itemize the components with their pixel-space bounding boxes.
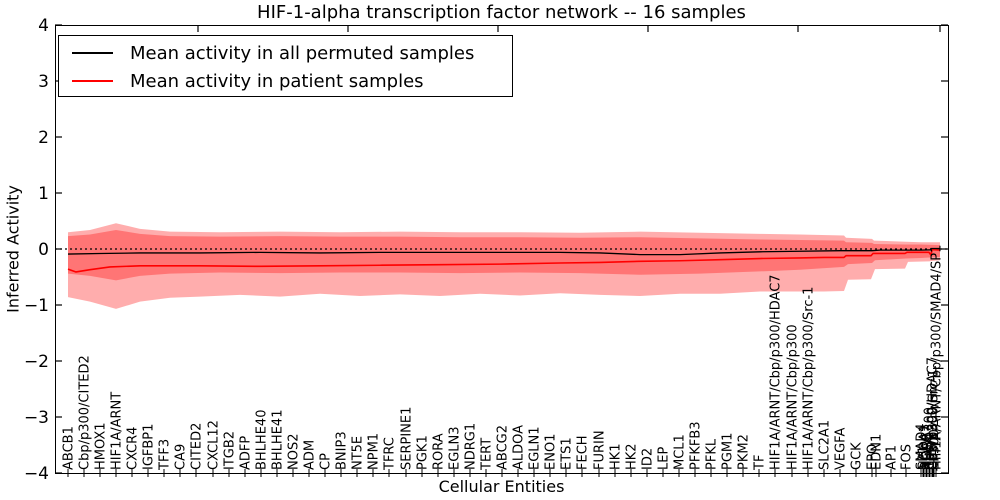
x-tick-label: EGLN1 bbox=[528, 426, 543, 470]
y-tick-label: 1 bbox=[38, 184, 49, 204]
x-tick-label: PGM1 bbox=[721, 433, 736, 470]
x-tick-label: LEP bbox=[657, 447, 672, 470]
x-tick-label: CP bbox=[319, 453, 334, 470]
x-tick-label: ALDOA bbox=[512, 425, 527, 470]
x-tick-label: EP300 bbox=[928, 429, 943, 470]
x-tick-label: IGFBP1 bbox=[142, 424, 157, 470]
legend: Mean activity in all permuted samples Me… bbox=[58, 35, 513, 97]
x-tick-label: Cbp/p300 bbox=[923, 407, 938, 470]
x-tick-label: TFRC bbox=[383, 437, 398, 471]
legend-line-sample-black bbox=[72, 52, 113, 54]
x-tick-label: NPM1 bbox=[367, 433, 382, 470]
y-tick-label: −1 bbox=[24, 296, 49, 316]
x-tick-label: NOS2 bbox=[287, 434, 302, 470]
x-tick-label: PGK1 bbox=[416, 435, 431, 470]
legend-line-sample-red bbox=[72, 80, 113, 82]
x-tick-label: ABCG2 bbox=[496, 425, 511, 470]
x-tick-label: GCK bbox=[850, 442, 865, 470]
x-tick-label: JUN bbox=[924, 447, 939, 471]
y-tick-label: 0 bbox=[38, 240, 49, 260]
x-tick-label: TERT bbox=[480, 438, 495, 471]
chart-title: HIF-1-alpha transcription factor network… bbox=[257, 2, 746, 23]
x-tick-label: EDN1 bbox=[870, 434, 885, 470]
x-tick-label: CXCR4 bbox=[126, 427, 141, 470]
patient-mean-line bbox=[67, 248, 941, 273]
x-tick-label: NDRG1 bbox=[464, 423, 479, 470]
x-tick-label: HK1 bbox=[609, 443, 624, 470]
x-tick-label: HIF1A/ARNT/Cbp/p300/Src-1 bbox=[802, 287, 817, 470]
y-tick-label: −3 bbox=[24, 408, 49, 428]
y-tick-label: 4 bbox=[38, 16, 49, 36]
x-axis-label: Cellular Entities bbox=[438, 477, 565, 496]
x-tick-label: EPO bbox=[866, 444, 881, 470]
x-tick-label: FECH bbox=[576, 435, 591, 470]
x-tick-label: PKM2 bbox=[737, 434, 752, 470]
x-tick-label: ITGB2 bbox=[223, 431, 238, 470]
x-tick-label: Cbp/p300/HDAC7 bbox=[926, 357, 941, 470]
x-tick-label: TFF3 bbox=[158, 439, 173, 471]
x-tick-label: HIF1A/ARNT/Cbp/p300/SMAD4/SP1 bbox=[930, 245, 945, 470]
x-tick-label: BHLHE40 bbox=[255, 410, 270, 470]
x-tick-label: HK2 bbox=[625, 443, 640, 470]
x-tick-label: ADM bbox=[303, 440, 318, 470]
legend-item-patient: Mean activity in patient samples bbox=[59, 67, 512, 95]
x-tick-label: NT5E bbox=[351, 436, 366, 470]
x-tick-label: CA9 bbox=[174, 444, 189, 470]
x-tick-label: PFKFB3 bbox=[689, 421, 704, 470]
x-tick-label: ADFP bbox=[239, 436, 254, 470]
y-tick-label: 2 bbox=[38, 128, 49, 148]
x-tick-label: FURIN bbox=[593, 430, 608, 470]
y-tick-label: 3 bbox=[38, 72, 49, 92]
permuted-mean-line bbox=[67, 248, 941, 256]
x-tick-label: ID2 bbox=[641, 448, 656, 470]
y-tick-label: −4 bbox=[24, 464, 49, 484]
x-tick-label: SLC2A1 bbox=[818, 420, 833, 470]
x-tick-label: ETS1 bbox=[560, 437, 575, 470]
x-tick-label: HDAC7 bbox=[920, 424, 935, 470]
x-tick-label: VEGFA bbox=[834, 428, 849, 470]
x-tick-label: RORA bbox=[432, 433, 447, 470]
x-tick-label: NCOA1 bbox=[918, 424, 933, 470]
x-tick-label: EGLN3 bbox=[448, 426, 463, 470]
x-tick-label: HIF1A/ARNT/Cbp/p300 bbox=[786, 324, 801, 470]
x-tick-label: HIF1A/ARNT bbox=[110, 392, 125, 470]
x-tick-label: MCL1 bbox=[673, 434, 688, 470]
x-tick-label: SMAD4 bbox=[915, 423, 930, 470]
x-tick-label: CITED2 bbox=[190, 423, 205, 470]
x-tick-label: TF bbox=[753, 455, 768, 471]
x-tick-label: HMOX1 bbox=[94, 422, 109, 470]
y-axis-label: Inferred Activity bbox=[3, 185, 23, 313]
x-tick-label: ABCB1 bbox=[62, 426, 77, 470]
x-tick-label: BHLHE41 bbox=[271, 410, 286, 470]
legend-item-permuted: Mean activity in all permuted samples bbox=[59, 39, 512, 67]
y-tick-label: −2 bbox=[24, 352, 49, 372]
x-tick-label: Cbp/p300/CITED2 bbox=[78, 355, 93, 470]
legend-label: Mean activity in patient samples bbox=[130, 70, 424, 92]
x-tick-label: PFKL bbox=[705, 438, 720, 470]
x-tick-label: SERPINE1 bbox=[400, 407, 415, 470]
x-tick-label: Cbp/p300/Src-1 bbox=[927, 369, 942, 470]
x-tick-label: AP1 bbox=[885, 445, 900, 470]
std-band bbox=[68, 229, 940, 309]
x-tick-label: NOS3 bbox=[921, 434, 936, 470]
legend-label: Mean activity in all permuted samples bbox=[130, 42, 475, 64]
x-tick-label: FOS bbox=[900, 444, 915, 470]
x-tick-label: BNIP3 bbox=[335, 431, 350, 470]
x-tick-label: SP1 bbox=[917, 446, 932, 470]
x-tick-label: CXCL12 bbox=[207, 420, 222, 470]
x-tick-label: ENO1 bbox=[544, 434, 559, 470]
x-tick-label: HIF1A/ARNT/Cbp/p300/HDAC7 bbox=[769, 274, 784, 470]
